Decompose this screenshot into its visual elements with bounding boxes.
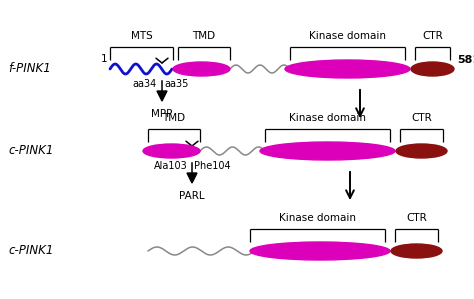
Text: 581: 581 xyxy=(457,55,474,65)
Ellipse shape xyxy=(250,242,390,260)
Ellipse shape xyxy=(173,62,230,76)
Text: PARL: PARL xyxy=(179,191,205,201)
Text: CTR: CTR xyxy=(406,213,427,223)
Text: TMD: TMD xyxy=(192,31,216,41)
Text: CTR: CTR xyxy=(422,31,443,41)
Text: c-PINK1: c-PINK1 xyxy=(8,245,54,257)
Text: c-PINK1: c-PINK1 xyxy=(8,144,54,158)
Polygon shape xyxy=(187,173,197,183)
Text: Kinase domain: Kinase domain xyxy=(289,113,366,123)
Text: aa34: aa34 xyxy=(133,79,157,89)
Text: Kinase domain: Kinase domain xyxy=(309,31,386,41)
Text: f-PINK1: f-PINK1 xyxy=(8,62,51,76)
Ellipse shape xyxy=(260,142,395,160)
Text: TMD: TMD xyxy=(163,113,185,123)
Ellipse shape xyxy=(285,60,410,78)
Text: 1: 1 xyxy=(100,54,107,64)
Text: MPP: MPP xyxy=(151,109,173,119)
Text: Ala103: Ala103 xyxy=(154,161,188,171)
Polygon shape xyxy=(157,91,167,101)
Text: CTR: CTR xyxy=(411,113,432,123)
Text: aa35: aa35 xyxy=(164,79,188,89)
Ellipse shape xyxy=(143,144,200,158)
Ellipse shape xyxy=(391,244,442,258)
Ellipse shape xyxy=(396,144,447,158)
Text: MTS: MTS xyxy=(131,31,152,41)
Text: Kinase domain: Kinase domain xyxy=(279,213,356,223)
Text: Phe104: Phe104 xyxy=(194,161,231,171)
Ellipse shape xyxy=(411,62,454,76)
